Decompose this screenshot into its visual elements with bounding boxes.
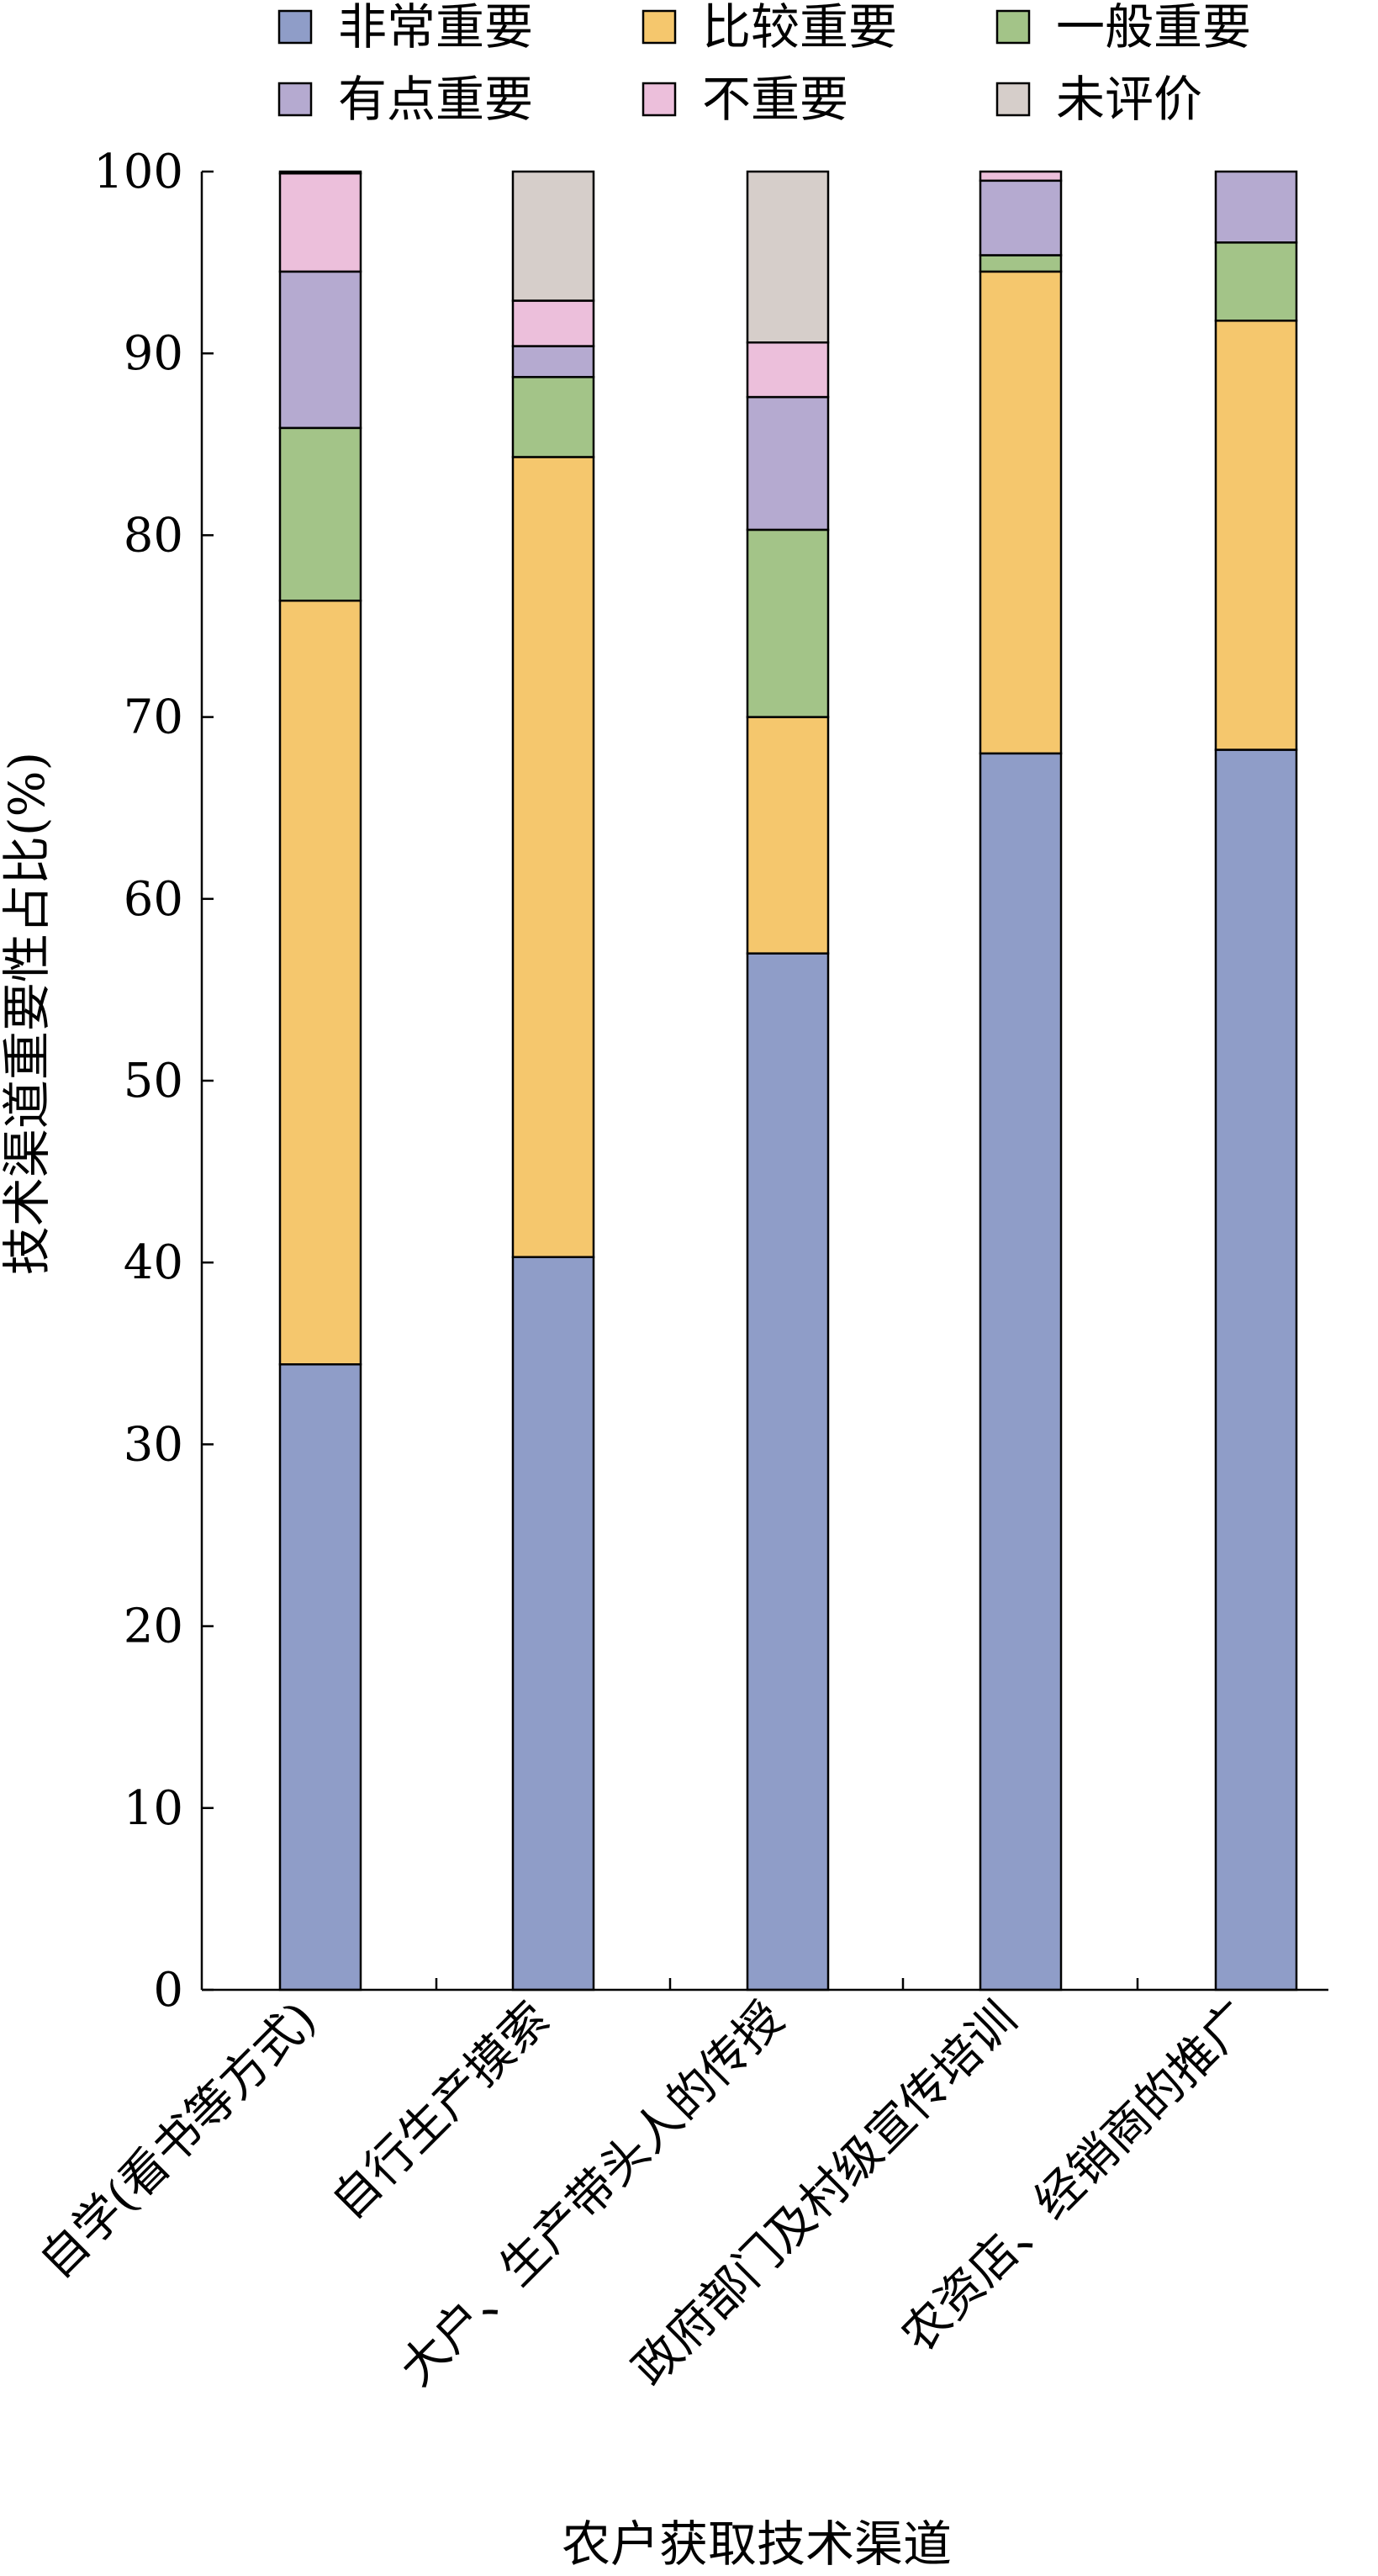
bar-segment-5-1 — [1214, 748, 1298, 1992]
y-axis-label: 技术渠道重要性占比(%) — [0, 752, 55, 1275]
y-tick-label: 40 — [124, 1235, 183, 1290]
bar-segment-1-3 — [278, 426, 362, 602]
bar-segment-2-6 — [511, 170, 595, 302]
bar-segment-4-4 — [979, 179, 1063, 257]
bar-segment-3-3 — [746, 528, 830, 718]
bar-segment-3-2 — [746, 716, 830, 955]
legend-entry-label: 不重要 — [702, 71, 848, 128]
legend-swatch — [641, 9, 677, 45]
legend-entry-label: 非常重要 — [338, 0, 533, 56]
bar-segment-1-1 — [278, 1363, 362, 1992]
bar-segment-5-4 — [1214, 170, 1298, 244]
legend-entry-label: 比较重要 — [702, 0, 897, 56]
y-tick-label: 10 — [124, 1781, 183, 1836]
y-tick-label: 90 — [124, 326, 183, 381]
y-tick-label: 100 — [93, 145, 183, 199]
y-tick-label: 50 — [124, 1054, 183, 1108]
bar-segment-2-4 — [511, 345, 595, 378]
bar-segment-3-4 — [746, 395, 830, 532]
y-tick-label: 70 — [124, 690, 183, 745]
bar-segment-1-6 — [278, 170, 362, 175]
bar-segment-5-2 — [1214, 320, 1298, 751]
y-axis: 0 10 20 30 40 50 60 70 80 90 100 — [93, 145, 214, 2018]
y-tick-label: 20 — [124, 1600, 183, 1654]
x-tick-label: 政府部门及村级宣传培训 — [622, 1992, 1027, 2397]
legend-entry-label: 有点重要 — [338, 71, 533, 128]
y-tick-label: 60 — [124, 872, 183, 927]
bar-segment-5-3 — [1214, 241, 1298, 322]
y-tick-label: 80 — [124, 508, 183, 563]
plot-area — [278, 170, 1298, 1992]
legend-swatch — [277, 9, 313, 45]
x-tick-label: 自行生产摸索 — [321, 1992, 560, 2230]
bar-segment-1-2 — [278, 599, 362, 1366]
legend-swatch — [995, 82, 1031, 117]
legend-entry-label: 未评价 — [1056, 71, 1202, 128]
bar-segment-2-1 — [511, 1256, 595, 1992]
x-axis: 自学(看书等方式)自行生产摸索大户、生产带头人的传授政府部门及村级宣传培训农资店… — [29, 1978, 1328, 2396]
x-axis-label: 农户获取技术渠道 — [562, 2515, 952, 2573]
bar-segment-1-5 — [278, 172, 362, 273]
bar-segment-3-1 — [746, 952, 830, 1992]
bar-segment-2-3 — [511, 376, 595, 458]
x-tick-label: 自学(看书等方式) — [29, 1992, 327, 2289]
bar-segment-2-2 — [511, 456, 595, 1258]
bar-segment-4-3 — [979, 254, 1063, 273]
legend-entry-label: 一般重要 — [1056, 0, 1251, 56]
legend-swatch — [995, 9, 1031, 45]
bar-segment-3-5 — [746, 341, 830, 399]
legend-swatch — [277, 82, 313, 117]
legend-swatch — [641, 82, 677, 117]
bar-segment-1-4 — [278, 270, 362, 430]
bar-segment-4-5 — [979, 170, 1063, 182]
bar-segment-4-2 — [979, 270, 1063, 755]
y-tick-label: 0 — [153, 1963, 183, 2018]
x-tick-label: 大户、生产带头人的传授 — [389, 1992, 795, 2397]
bar-segment-4-1 — [979, 752, 1063, 1992]
bar-segment-3-6 — [746, 170, 830, 344]
y-tick-label: 30 — [124, 1417, 183, 1472]
bar-segment-2-5 — [511, 299, 595, 347]
